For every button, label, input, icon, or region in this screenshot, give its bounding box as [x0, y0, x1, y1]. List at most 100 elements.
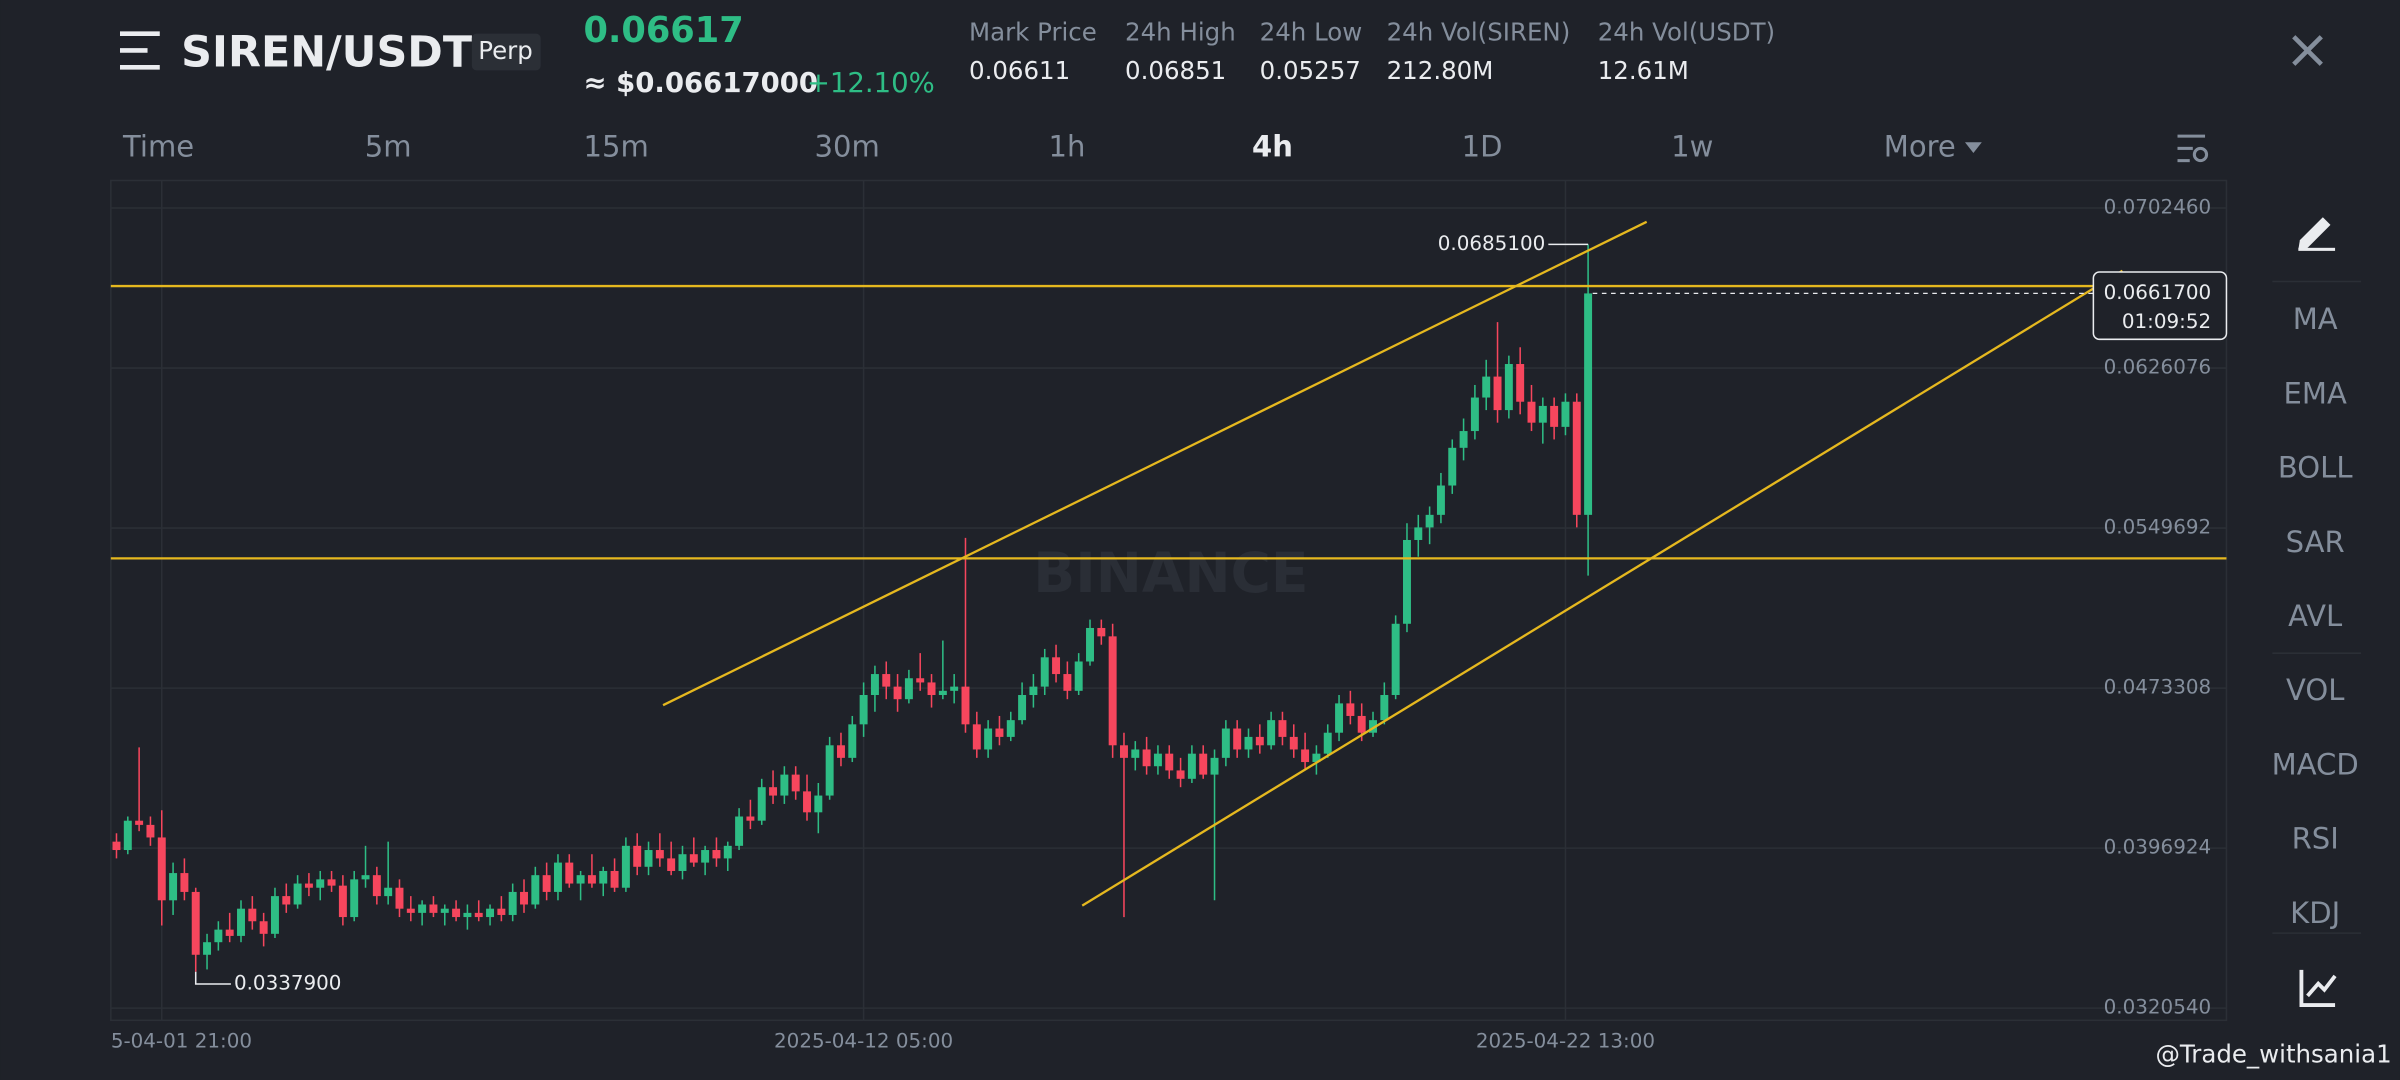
candle-body [1436, 485, 1445, 515]
candle-body [1255, 736, 1264, 746]
candle-body [1029, 686, 1038, 696]
timeframe-tab[interactable]: 1w [1671, 129, 1713, 163]
candle-body [712, 850, 721, 859]
y-tick-label: 0.0320540 [2104, 996, 2211, 1019]
settings-icon[interactable] [2177, 134, 2209, 163]
candle-body [1018, 695, 1027, 721]
candle-body [848, 724, 857, 758]
candle-body [350, 879, 359, 918]
candle-body [1097, 627, 1106, 637]
indicator[interactable]: AVL [2288, 599, 2343, 633]
indicator[interactable]: EMA [2284, 376, 2347, 410]
candle-body [1131, 749, 1140, 758]
fiat-price: ≈ $0.06617000 [584, 67, 819, 99]
candle-body [870, 674, 879, 696]
candle-body [1312, 753, 1321, 763]
candle-body [1187, 753, 1196, 779]
candle-body [395, 887, 404, 909]
draw-icon[interactable] [2298, 217, 2336, 251]
dropdown-arrow [1964, 142, 1982, 153]
chart-icon[interactable] [2299, 969, 2337, 1007]
candle-body [927, 682, 936, 696]
timeframe-tab[interactable]: 4h [1252, 129, 1293, 163]
candle-body [248, 908, 257, 922]
candle-body [780, 774, 789, 796]
candle-body [1267, 720, 1276, 746]
candle-body [157, 837, 166, 901]
indicator[interactable]: MACD [2272, 747, 2359, 781]
candle-body [304, 883, 313, 888]
candle-body [474, 912, 483, 918]
candle-body [1233, 728, 1242, 750]
candle-body [1199, 753, 1208, 775]
timeframe-tab[interactable]: More [1884, 129, 1956, 163]
candle-body [576, 875, 585, 884]
menu-icon[interactable] [120, 31, 160, 70]
candle-body [429, 904, 438, 913]
candle-body [531, 875, 540, 905]
candle-body [1153, 753, 1162, 767]
candle-body [859, 695, 868, 725]
y-tick-label: 0.0396924 [2104, 836, 2211, 859]
x-tick-label: 2025-04-22 13:00 [1476, 1029, 1655, 1052]
candle-body [1301, 749, 1310, 763]
indicator[interactable]: SAR [2286, 525, 2345, 559]
low-marker [194, 971, 231, 985]
candle-body [825, 745, 834, 796]
candle-body [1346, 703, 1355, 716]
timeframe-tab[interactable]: 5m [365, 129, 412, 163]
candle-body [1550, 405, 1559, 427]
candle-body [633, 845, 642, 867]
candle-body [893, 686, 902, 700]
candle-body [1086, 627, 1094, 662]
indicator[interactable]: BOLL [2278, 451, 2353, 485]
candle-body [916, 678, 925, 683]
timeframe-tab[interactable]: Time [122, 129, 194, 163]
indicator[interactable]: RSI [2292, 822, 2339, 856]
timeframe-tab[interactable]: 1h [1049, 129, 1086, 163]
stat-label: Mark Price [969, 18, 1097, 47]
candle-body [1448, 447, 1457, 486]
candle-body [225, 929, 234, 936]
candle-body [791, 774, 800, 792]
x-tick-label: 2025-04-12 05:00 [774, 1029, 953, 1052]
last-price-label: 0.0661700 [2104, 281, 2211, 304]
indicator[interactable]: KDJ [2290, 896, 2340, 930]
candle-body [1538, 405, 1547, 423]
stat-value: 12.61M [1598, 56, 1689, 85]
candle-body [1210, 757, 1219, 775]
candle-body [836, 745, 845, 758]
candle-body [406, 908, 415, 913]
candle-body [180, 873, 189, 892]
timeframe-tab[interactable]: 1D [1462, 129, 1503, 163]
candle-body [1323, 732, 1332, 754]
candle-body [1040, 657, 1049, 687]
candle-body [146, 824, 155, 838]
candle-body [644, 850, 653, 867]
timeframe-tab[interactable]: 15m [584, 129, 649, 163]
candle-body [327, 879, 336, 886]
candle-body [1052, 657, 1061, 675]
trend-line [662, 220, 1648, 707]
y-tick-label: 0.0702460 [2104, 196, 2211, 219]
indicator[interactable]: VOL [2286, 673, 2345, 707]
candle-body [1278, 720, 1287, 737]
candle-body [701, 850, 710, 863]
candle-body [1289, 736, 1298, 750]
candle-body [587, 875, 596, 884]
candle-body [1380, 695, 1389, 721]
candle-body [1244, 736, 1253, 750]
trend-line [1081, 269, 2124, 907]
y-tick-label: 0.0473308 [2104, 676, 2211, 699]
indicator[interactable]: MA [2293, 302, 2338, 336]
timeframe-tab[interactable]: 30m [815, 129, 880, 163]
candle-body [361, 875, 370, 880]
y-tick-label: 0.0626076 [2104, 356, 2211, 379]
candle-body [1108, 636, 1117, 746]
credit: @Trade_withsania1 [2155, 1040, 2391, 1069]
candle-body [191, 891, 200, 955]
close-icon[interactable] [2292, 35, 2323, 66]
candle-body [384, 887, 393, 897]
candle-body [1572, 401, 1581, 515]
